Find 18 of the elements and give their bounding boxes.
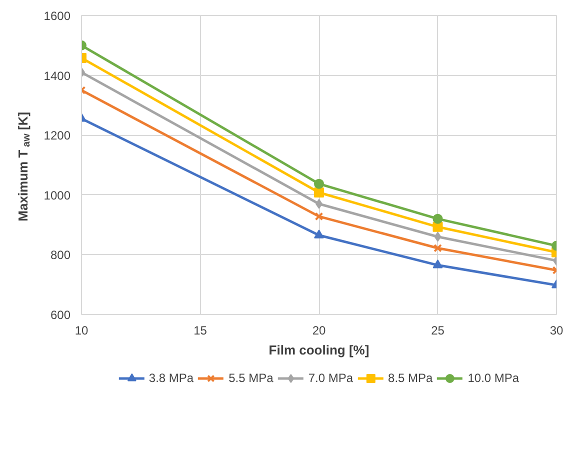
y-tick-label: 800: [50, 248, 71, 262]
legend-label: 8.5 MPa: [388, 371, 433, 385]
x-tick-label: 10: [74, 324, 88, 338]
y-tick-label: 1200: [44, 128, 71, 143]
legend-label: 10.0 MPa: [468, 371, 520, 385]
y-tick-label: 1600: [44, 9, 71, 23]
legend-label: 3.8 MPa: [148, 371, 194, 385]
legend-label: 5.5 MPa: [228, 371, 274, 385]
legend-label: 7.0 MPa: [308, 371, 354, 385]
y-tick-label: 1400: [44, 68, 71, 83]
x-tick-label: 25: [431, 324, 445, 338]
x-tick-label: 15: [194, 324, 208, 338]
x-tick-label: 30: [550, 324, 564, 338]
y-tick-label: 600: [50, 308, 71, 322]
x-tick-label: 20: [312, 324, 326, 338]
y-axis-title: Maximum Taw [K]: [15, 112, 32, 222]
x-axis-title: Film cooling [%]: [268, 342, 370, 358]
y-tick-label: 1000: [44, 188, 71, 202]
